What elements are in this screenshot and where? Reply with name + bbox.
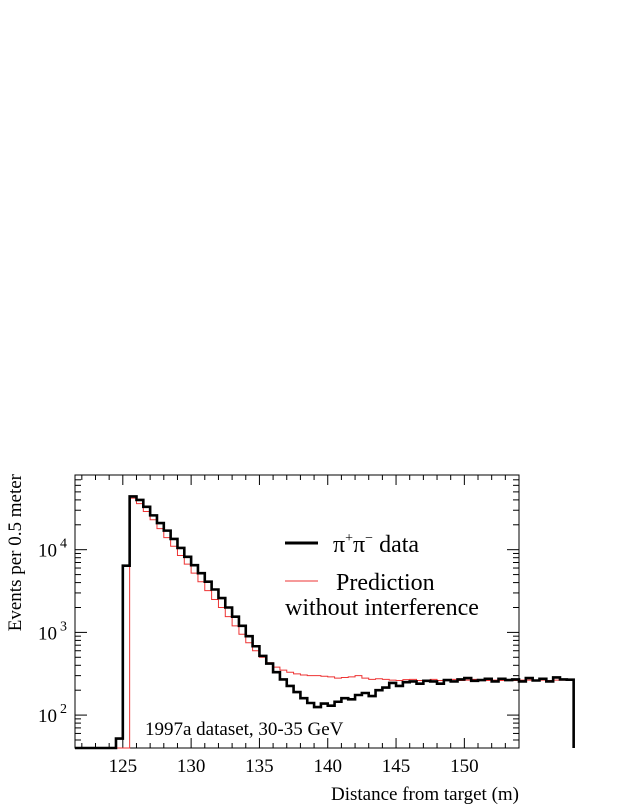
y-tick-label: 10 2 xyxy=(38,702,67,727)
x-tick-label: 150 xyxy=(450,756,479,777)
x-axis-label: Distance from target (m) xyxy=(331,784,519,805)
dataset-annotation: 1997a dataset, 30-35 GeV xyxy=(145,719,344,740)
series-layer xyxy=(75,495,575,750)
y-axis-label: Events per 0.5 meter xyxy=(5,473,26,631)
x-tick-labels: 125 130 135 140 145 150 xyxy=(109,756,479,777)
plot-frame xyxy=(74,474,520,749)
x-tick-label: 130 xyxy=(177,756,206,777)
legend-label-prediction-line2: without interference xyxy=(285,595,479,621)
legend: π+π− data Prediction without interferenc… xyxy=(285,531,479,621)
series-line-data xyxy=(75,495,575,750)
series-line-prediction xyxy=(75,497,574,749)
legend-label-data: π+π− data xyxy=(333,531,419,558)
axis-ticks xyxy=(75,474,520,749)
x-tick-label: 135 xyxy=(245,756,274,777)
x-tick-label: 125 xyxy=(109,756,138,777)
legend-label-prediction-line1: Prediction xyxy=(336,570,435,596)
x-tick-label: 145 xyxy=(382,756,411,777)
y-tick-label: 10 3 xyxy=(38,619,67,644)
y-tick-label: 10 4 xyxy=(38,537,67,562)
x-tick-label: 140 xyxy=(313,756,342,777)
